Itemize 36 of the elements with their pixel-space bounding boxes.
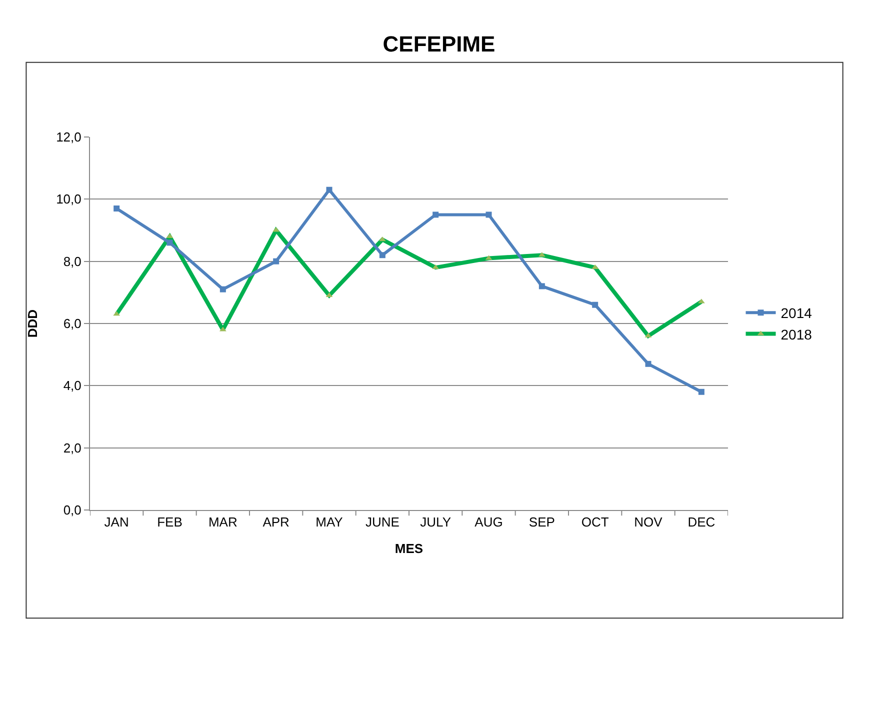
point xyxy=(645,360,652,367)
point xyxy=(698,388,704,395)
x-tick-label: APR xyxy=(262,514,290,530)
x-tick-label: MAY xyxy=(316,514,344,530)
y-tick-label: 8,0 xyxy=(63,254,82,269)
point xyxy=(379,252,386,258)
y-tick-label: 10,0 xyxy=(56,192,82,207)
y-tick-label: 4,0 xyxy=(63,378,82,394)
point xyxy=(326,186,332,193)
legend-label: 2014 xyxy=(780,305,812,322)
x-tick-label: DEC xyxy=(688,514,716,530)
point xyxy=(166,240,173,246)
point xyxy=(114,205,120,212)
point xyxy=(486,212,492,218)
x-tick-label: SEP xyxy=(528,514,555,530)
x-tick-label: AUG xyxy=(474,514,503,530)
x-tick-label: NOV xyxy=(634,514,663,530)
x-axis-title: MES xyxy=(394,541,424,556)
chart-title: CEFEPIME xyxy=(382,31,496,56)
x-tick-label: FEB xyxy=(157,514,182,530)
legend-label: 2018 xyxy=(780,326,812,342)
point xyxy=(220,286,226,292)
x-tick-label: JAN xyxy=(104,514,129,530)
point xyxy=(538,283,545,290)
point xyxy=(273,258,280,264)
y-tick-label: 6,0 xyxy=(63,316,82,332)
y-tick-label: 0,0 xyxy=(63,502,82,518)
point xyxy=(592,302,598,308)
x-tick-label: OCT xyxy=(581,514,609,530)
y-tick-label: 2,0 xyxy=(63,440,82,456)
y-tick-label: 12,0 xyxy=(56,130,82,145)
y-axis-title: DDD xyxy=(25,309,40,338)
x-tick-label: MAR xyxy=(208,514,238,530)
x-tick-label: JULY xyxy=(420,514,452,530)
point xyxy=(432,212,439,218)
x-tick-label: JUNE xyxy=(365,514,400,530)
